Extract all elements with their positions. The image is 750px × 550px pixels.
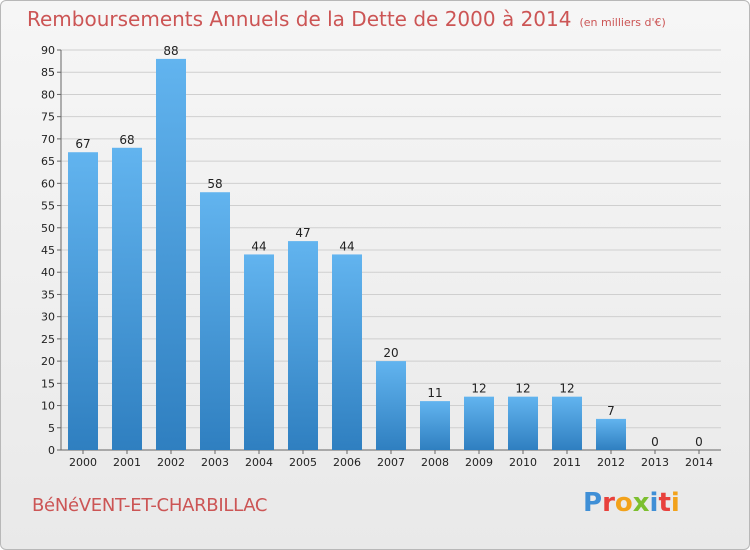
- value-label-2013: 0: [651, 435, 659, 449]
- y-tick-label: 15: [41, 377, 55, 390]
- x-tick-label: 2006: [333, 456, 361, 469]
- bar-2012: [596, 418, 626, 450]
- bar-2011: [552, 396, 582, 450]
- y-tick-label: 90: [41, 44, 55, 57]
- value-label-2004: 44: [251, 239, 266, 253]
- x-tick-label: 2004: [245, 456, 273, 469]
- y-tick-label: 50: [41, 222, 55, 235]
- value-label-2009: 12: [471, 382, 486, 396]
- x-tick-label: 2010: [509, 456, 537, 469]
- x-tick-label: 2001: [113, 456, 141, 469]
- value-label-2001: 68: [119, 133, 134, 147]
- logo-letter: t: [658, 488, 671, 518]
- logo-letter: i: [649, 488, 659, 518]
- bar-2008: [420, 401, 450, 450]
- x-tick-label: 2002: [157, 456, 185, 469]
- value-label-2012: 7: [607, 404, 615, 418]
- city-name: BéNéVENT-ET-CHARBILLAC: [32, 495, 268, 516]
- value-label-2008: 11: [427, 386, 442, 400]
- chart-unit: (en milliers d'€): [579, 16, 666, 29]
- logo-letter: P: [583, 488, 603, 518]
- chart-title: Remboursements Annuels de la Dette de 20…: [27, 7, 666, 31]
- y-tick-label: 20: [41, 355, 55, 368]
- logo-letter: i: [670, 488, 680, 518]
- proxiti-logo[interactable]: Proxiti: [583, 488, 680, 518]
- logo-letter: r: [602, 488, 615, 518]
- value-label-2003: 58: [207, 177, 222, 191]
- x-tick-label: 2007: [377, 456, 405, 469]
- y-tick-label: 55: [41, 200, 55, 213]
- value-label-2010: 12: [515, 382, 530, 396]
- y-tick-label: 5: [48, 422, 55, 435]
- x-tick-label: 2014: [685, 456, 713, 469]
- chart-title-text: Remboursements Annuels de la Dette de 20…: [27, 7, 572, 31]
- y-tick-label: 40: [41, 266, 55, 279]
- y-tick-label: 10: [41, 400, 55, 413]
- bar-2009: [464, 396, 494, 450]
- y-tick-label: 80: [41, 88, 55, 101]
- bar-2010: [508, 396, 538, 450]
- y-tick-label: 45: [41, 244, 55, 257]
- value-label-2007: 20: [383, 346, 398, 360]
- y-tick-label: 85: [41, 66, 55, 79]
- y-tick-label: 35: [41, 288, 55, 301]
- y-tick-label: 25: [41, 333, 55, 346]
- y-tick-label: 65: [41, 155, 55, 168]
- value-label-2006: 44: [339, 239, 354, 253]
- bar-2006: [332, 254, 362, 450]
- bar-2004: [244, 254, 274, 450]
- bar-2002: [156, 58, 186, 451]
- x-tick-label: 2000: [69, 456, 97, 469]
- x-tick-label: 2011: [553, 456, 581, 469]
- x-tick-label: 2012: [597, 456, 625, 469]
- y-tick-label: 0: [48, 444, 55, 457]
- value-label-2002: 88: [163, 44, 178, 58]
- bar-2003: [200, 192, 230, 450]
- x-tick-label: 2013: [641, 456, 669, 469]
- x-tick-label: 2003: [201, 456, 229, 469]
- value-label-2000: 67: [75, 137, 90, 151]
- bar-2001: [112, 147, 142, 450]
- y-tick-label: 70: [41, 133, 55, 146]
- x-tick-label: 2008: [421, 456, 449, 469]
- logo-letter: o: [614, 488, 633, 518]
- logo-letter: x: [632, 488, 650, 518]
- bar-2005: [288, 241, 318, 450]
- y-tick-label: 75: [41, 111, 55, 124]
- value-label-2005: 47: [295, 226, 310, 240]
- value-label-2011: 12: [559, 382, 574, 396]
- y-tick-label: 30: [41, 311, 55, 324]
- y-tick-label: 60: [41, 177, 55, 190]
- value-label-2014: 0: [695, 435, 703, 449]
- x-tick-label: 2005: [289, 456, 317, 469]
- bar-2000: [68, 152, 98, 450]
- bar-2007: [376, 361, 406, 450]
- x-tick-label: 2009: [465, 456, 493, 469]
